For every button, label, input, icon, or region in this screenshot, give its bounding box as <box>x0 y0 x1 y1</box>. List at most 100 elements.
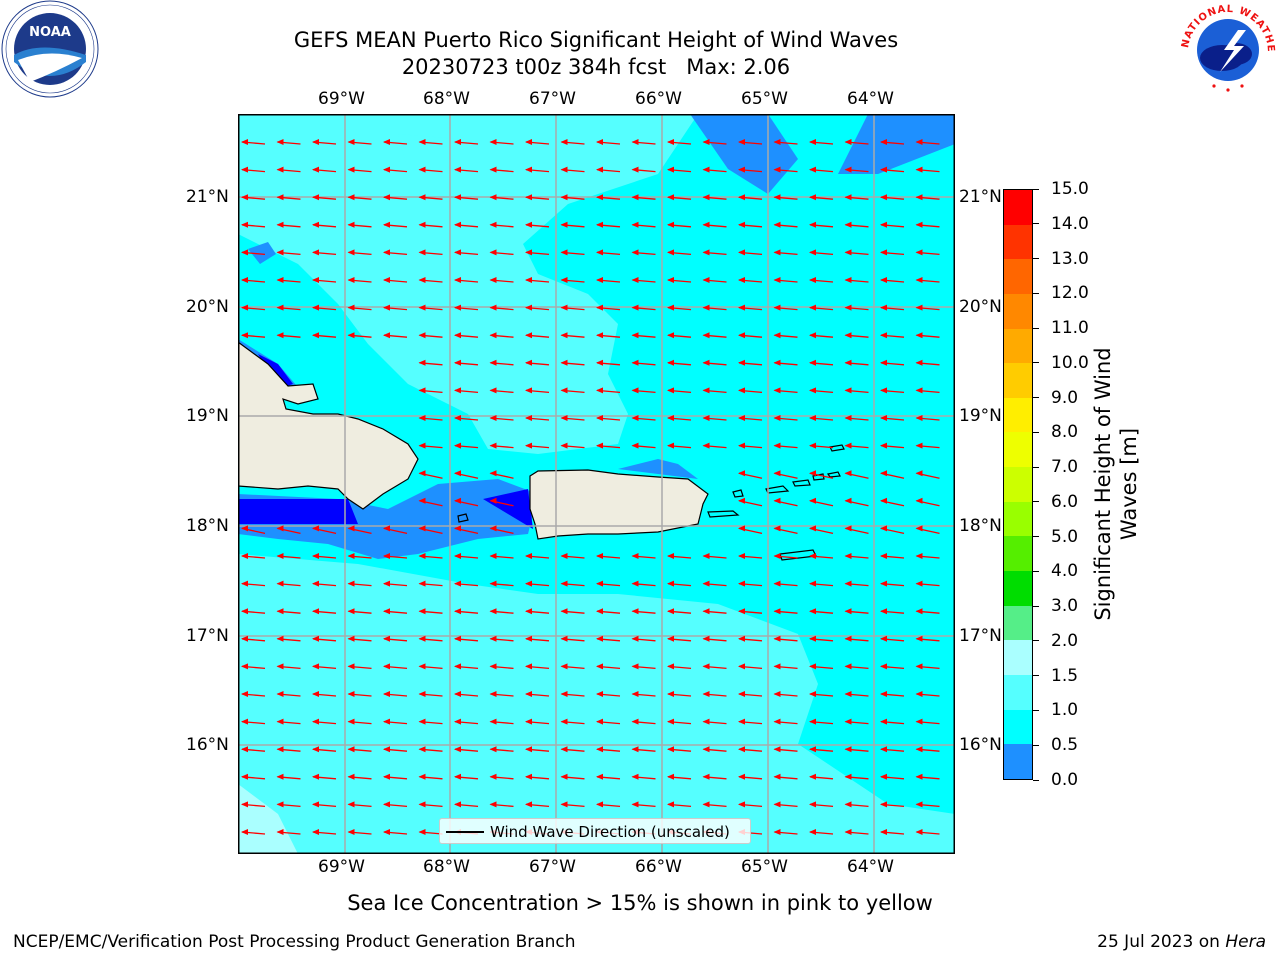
wave-direction-arrow <box>525 166 550 173</box>
wave-direction-arrow <box>844 221 869 228</box>
graticule <box>238 114 955 854</box>
wave-direction-arrow <box>560 415 585 421</box>
wave-direction-arrow <box>489 166 514 173</box>
wave-direction-arrow <box>383 525 408 535</box>
wave-direction-arrow <box>596 221 621 228</box>
wave-direction-arrow <box>880 277 905 283</box>
wave-direction-arrow <box>383 635 408 642</box>
wave-direction-arrow <box>312 718 337 725</box>
lat-label-left: 19°N <box>186 406 229 426</box>
wave-direction-arrow <box>454 249 479 256</box>
wave-direction-arrow <box>418 718 443 725</box>
colorbar-label: Significant Height of Wind Waves [m] <box>1091 347 1141 621</box>
wave-direction-arrow <box>383 553 408 559</box>
wave-direction-arrow <box>454 139 479 145</box>
wave-direction-arrow <box>383 691 408 697</box>
wave-direction-arrow <box>525 746 550 753</box>
wave-direction-arrow <box>702 773 727 780</box>
wave-direction-arrow <box>596 194 621 201</box>
wave-direction-arrow <box>702 746 727 753</box>
wave-direction-arrow <box>241 277 266 283</box>
colorbar-segment <box>1004 190 1032 225</box>
wave-direction-arrow <box>418 359 443 366</box>
wave-direction-arrow <box>631 801 656 808</box>
wave-direction-arrow <box>738 139 763 145</box>
colorbar-segment <box>1004 744 1032 779</box>
lon-label-top: 69°W <box>318 89 365 109</box>
wave-direction-arrow <box>596 553 621 559</box>
wave-direction-arrow <box>880 139 905 145</box>
wave-direction-arrow <box>383 746 408 753</box>
wave-direction-arrow <box>915 801 940 808</box>
colorbar-tick-label: 5.0 <box>1051 526 1079 547</box>
wave-direction-arrow <box>773 359 798 366</box>
wave-direction-arrow <box>738 166 763 173</box>
colorbar-tick-label: 0.5 <box>1051 735 1079 756</box>
wave-direction-arrow <box>560 166 585 173</box>
wave-direction-arrow <box>454 608 479 615</box>
wave-direction-arrow <box>454 332 479 339</box>
colorbar-tick-mark <box>1033 258 1039 260</box>
wave-direction-arrow <box>560 387 585 394</box>
wave-direction-arrow <box>773 635 798 642</box>
wave-direction-arrow <box>276 608 301 615</box>
colorbar-tick-label: 12.0 <box>1051 283 1089 304</box>
wave-direction-arrow <box>560 553 585 559</box>
wave-direction-arrow <box>667 387 692 394</box>
colorbar-tick-mark <box>1033 466 1039 468</box>
wave-direction-arrow <box>702 249 727 256</box>
footer-date-text: 25 Jul 2023 on <box>1097 932 1226 952</box>
wave-direction-arrow <box>454 194 479 201</box>
colorbar-tick-label: 0.0 <box>1051 770 1079 790</box>
lat-label-left: 18°N <box>186 516 229 536</box>
wave-direction-arrow <box>241 580 266 587</box>
wave-direction-arrow <box>844 663 869 670</box>
wave-direction-arrow <box>915 773 940 780</box>
wave-direction-arrow <box>525 442 550 449</box>
colorbar-segment <box>1004 328 1032 364</box>
wave-direction-arrow <box>418 387 443 394</box>
wave-direction-arrow <box>418 166 443 173</box>
wave-direction-arrow <box>631 718 656 725</box>
wave-direction-arrow <box>738 746 763 753</box>
wave-direction-arrow <box>809 691 834 697</box>
wave-direction-arrow <box>276 663 301 670</box>
wave-direction-arrow <box>489 221 514 228</box>
wave-direction-arrow <box>631 663 656 670</box>
wave-direction-arrow <box>241 525 266 535</box>
wave-direction-arrow <box>347 166 372 173</box>
wave-direction-arrow <box>809 470 834 479</box>
wave-direction-arrow <box>312 221 337 228</box>
wave-direction-arrow <box>241 332 266 339</box>
colorbar-tick-label: 3.0 <box>1051 596 1079 617</box>
wave-direction-arrow <box>667 773 692 780</box>
colorbar-tick-mark <box>1033 188 1039 190</box>
wave-direction-arrow <box>809 249 834 256</box>
wave-direction-arrow <box>915 497 940 507</box>
wave-direction-arrow <box>241 691 266 697</box>
wave-direction-arrow <box>631 415 656 421</box>
island-st-john <box>792 479 811 487</box>
colorbar-tick-mark <box>1033 397 1039 399</box>
wave-direction-arrow <box>631 580 656 587</box>
wave-direction-arrow <box>880 359 905 366</box>
colorbar-tick-label: 15.0 <box>1051 179 1089 199</box>
wave-direction-arrow <box>773 249 798 256</box>
lat-label-right: 17°N <box>959 626 1002 646</box>
wave-direction-arrow <box>489 332 514 339</box>
wave-direction-arrow <box>489 773 514 780</box>
wave-direction-arrow <box>347 249 372 256</box>
noaa-logo-text: NOAA <box>29 25 71 40</box>
wave-direction-arrow <box>560 718 585 725</box>
lat-label-left: 20°N <box>186 297 229 317</box>
wave-direction-arrow <box>738 718 763 725</box>
wave-direction-arrow <box>276 277 301 283</box>
wave-direction-arrow <box>915 387 940 394</box>
lon-label-top: 64°W <box>847 89 894 109</box>
wave-direction-arrow <box>525 635 550 642</box>
wave-direction-arrow <box>454 663 479 670</box>
wave-direction-arrow <box>809 773 834 780</box>
wave-direction-arrow <box>667 635 692 642</box>
wave-direction-arrow <box>596 387 621 394</box>
wave-direction-arrow <box>631 691 656 697</box>
